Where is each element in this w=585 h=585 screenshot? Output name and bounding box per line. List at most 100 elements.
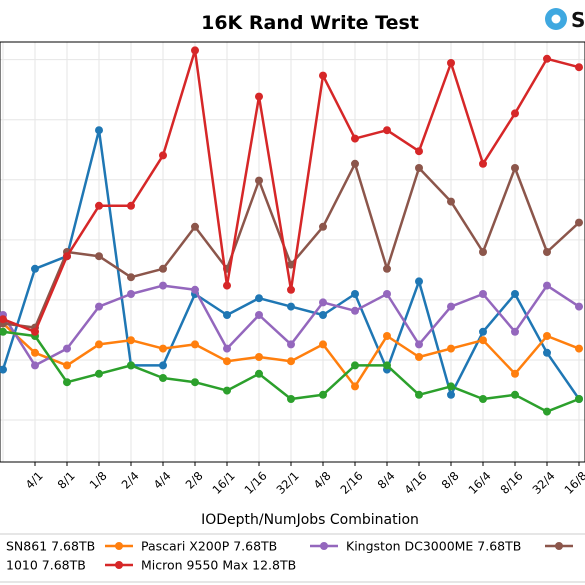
chart-title: 16K Rand Write Test: [201, 12, 419, 34]
data-point: [351, 134, 359, 143]
data-point: [255, 294, 263, 303]
data-point: [95, 201, 103, 210]
data-point: [0, 365, 7, 374]
data-point: [255, 176, 263, 185]
x-tick-label: 4/16: [401, 469, 429, 497]
x-tick-label: 16/1: [209, 469, 237, 497]
data-point: [255, 92, 263, 101]
legend-label: 1010 7.68TB: [6, 558, 86, 573]
data-point: [351, 159, 359, 168]
x-tick-label: 32/1: [273, 469, 301, 497]
legend-label: SN861 7.68TB: [6, 539, 95, 554]
x-tick-label: 8/1: [55, 469, 78, 492]
data-point: [575, 218, 583, 227]
data-point: [319, 298, 327, 307]
data-point: [511, 290, 519, 298]
data-point: [191, 378, 199, 387]
data-point: [415, 353, 423, 361]
data-point: [511, 109, 519, 118]
data-point: [383, 290, 391, 298]
data-point: [255, 311, 263, 319]
x-tick-label: 2/16: [337, 469, 365, 497]
x-tick-label: 32/4: [529, 469, 557, 497]
x-axis-label: IODepth/NumJobs Combination: [201, 512, 419, 528]
data-point: [95, 252, 103, 261]
data-point: [511, 369, 519, 378]
data-point: [0, 327, 7, 336]
data-point: [159, 264, 167, 273]
data-point: [191, 340, 199, 349]
x-tick-label: 1/16: [241, 469, 269, 497]
data-point: [447, 197, 455, 206]
data-point: [447, 302, 455, 311]
data-point: [319, 390, 327, 399]
data-point: [447, 59, 455, 67]
data-point: [287, 260, 295, 269]
data-point: [351, 306, 359, 315]
data-point: [543, 348, 551, 357]
data-point: [63, 378, 71, 387]
series-layer: [0, 46, 583, 416]
data-point: [223, 311, 231, 319]
x-tick-label: 2/8: [183, 469, 206, 492]
data-point: [191, 46, 199, 55]
data-point: [415, 390, 423, 399]
data-point: [479, 248, 487, 256]
data-point: [543, 248, 551, 256]
x-tick-label: 16/8: [561, 469, 585, 497]
data-point: [543, 407, 551, 416]
data-point: [351, 361, 359, 370]
legend-label: Kingston DC3000ME 7.68TB: [346, 539, 521, 554]
data-point: [223, 281, 231, 290]
data-point: [127, 290, 135, 298]
data-point: [479, 395, 487, 403]
legend-swatch-marker: [320, 542, 328, 550]
data-point: [191, 285, 199, 294]
data-point: [159, 344, 167, 353]
legend-label: Pascari X200P 7.68TB: [141, 539, 277, 554]
data-point: [479, 327, 487, 336]
data-point: [255, 353, 263, 361]
data-point: [415, 277, 423, 286]
x-tick-label: 8/4: [375, 469, 398, 492]
data-point: [383, 332, 391, 340]
data-point: [95, 340, 103, 349]
data-point: [319, 222, 327, 231]
data-point: [447, 344, 455, 353]
x-tick-label: 1/8: [87, 469, 110, 492]
data-point: [575, 302, 583, 311]
data-point: [447, 382, 455, 391]
legend-entry: Kingston DC3000ME 7.68TB: [310, 539, 521, 554]
data-point: [63, 361, 71, 370]
series-2: [0, 281, 583, 370]
data-point: [223, 357, 231, 366]
data-point: [319, 311, 327, 319]
legend-entry: [545, 542, 573, 550]
data-point: [63, 344, 71, 353]
data-point: [415, 164, 423, 172]
series-3: [0, 159, 583, 332]
data-point: [0, 315, 7, 324]
data-point: [447, 390, 455, 399]
data-point: [319, 71, 327, 80]
x-tick-label: 8/16: [497, 469, 525, 497]
data-point: [127, 336, 135, 345]
data-point: [223, 386, 231, 395]
data-point: [95, 302, 103, 311]
data-point: [31, 264, 39, 273]
legend-box: [0, 533, 585, 583]
x-tick-label: 16/4: [465, 469, 493, 497]
data-point: [575, 395, 583, 403]
data-point: [287, 395, 295, 403]
data-point: [255, 369, 263, 378]
legend-entry: Micron 9550 Max 12.8TB: [105, 558, 296, 573]
x-tick-label: 2/4: [119, 469, 142, 492]
data-point: [511, 164, 519, 172]
x-tick-label: 4/1: [23, 469, 46, 492]
data-point: [95, 126, 103, 135]
x-tick-label: 4/8: [311, 469, 334, 492]
x-tick-label: 4/4: [151, 469, 174, 492]
data-point: [351, 382, 359, 391]
series-5: [0, 46, 583, 336]
